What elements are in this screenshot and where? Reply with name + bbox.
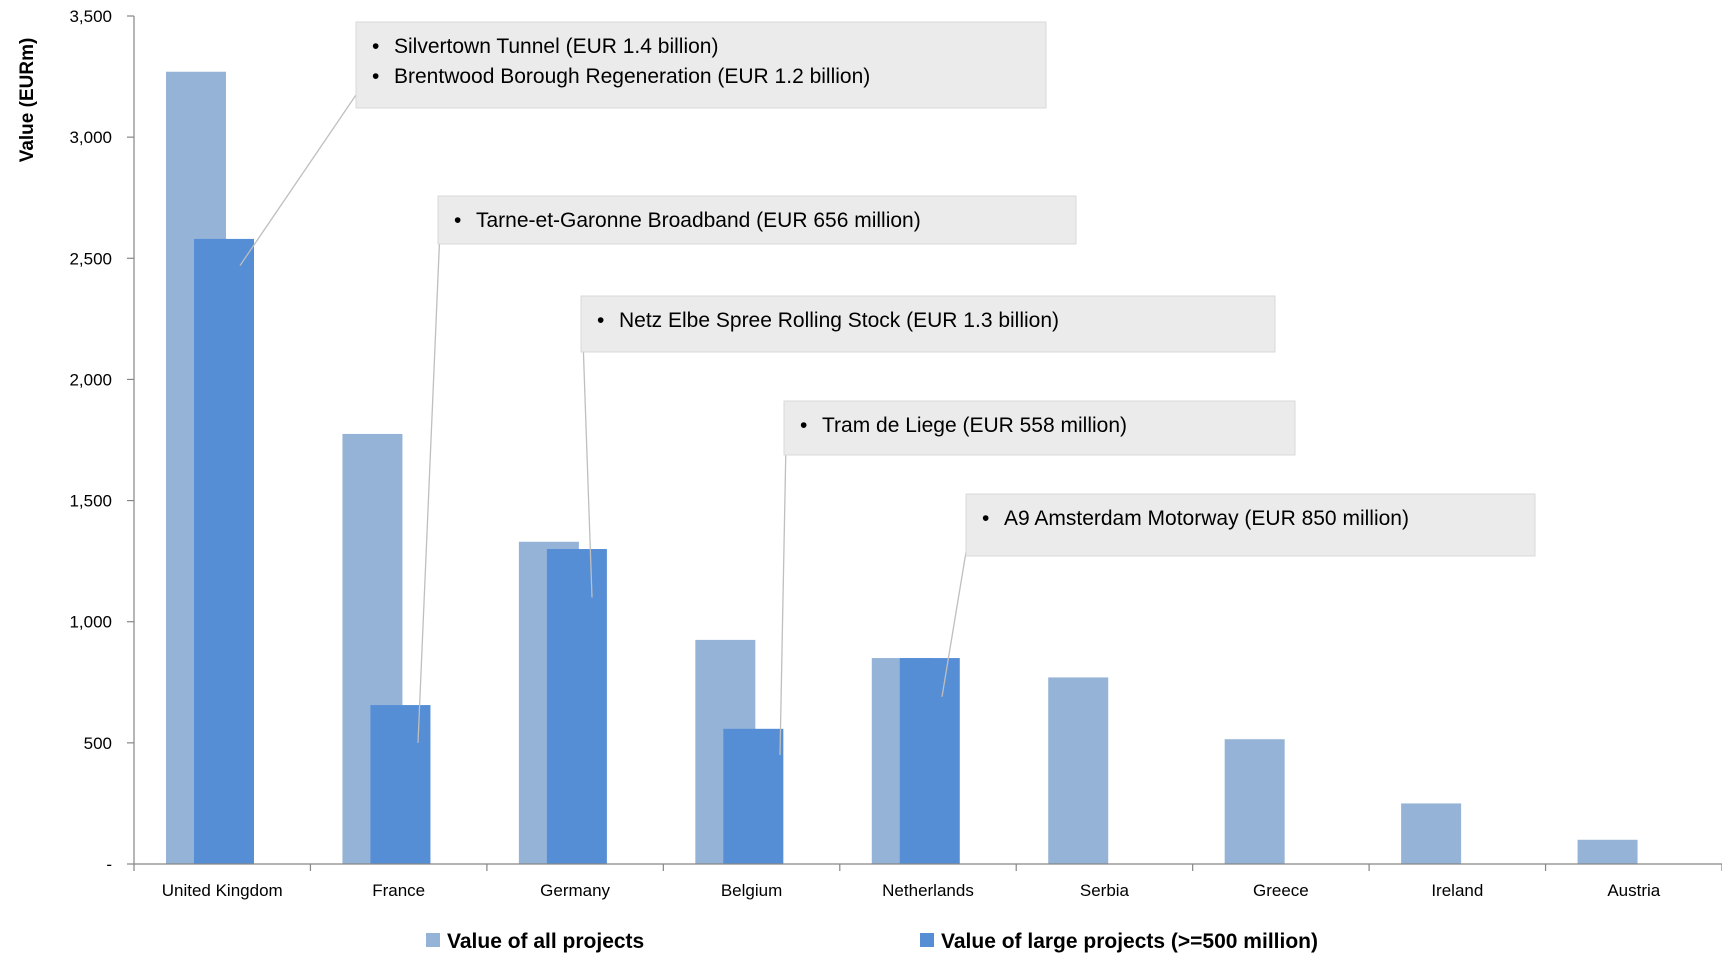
bar-france-large xyxy=(370,705,430,864)
callout-bullet: • xyxy=(800,414,807,437)
y-tick-label-500: 500 xyxy=(84,734,112,753)
callout-text-united-kingdom-1: Brentwood Borough Regeneration (EUR 1.2 … xyxy=(394,65,870,88)
callout-text-netherlands-0: A9 Amsterdam Motorway (EUR 850 million) xyxy=(1004,507,1409,530)
callout-bullet: • xyxy=(982,507,989,530)
callout-leader-united-kingdom xyxy=(240,92,358,266)
bars-layer xyxy=(166,72,1638,864)
callout-text-united-kingdom-0: Silvertown Tunnel (EUR 1.4 billion) xyxy=(394,35,718,58)
callout-leader-belgium xyxy=(780,442,786,755)
y-tick-label-1500: 1,500 xyxy=(69,492,112,511)
legend-swatch-all xyxy=(426,933,440,947)
y-tick-label-2500: 2,500 xyxy=(69,249,112,268)
x-tick-label-france: France xyxy=(372,881,425,900)
callout-bullet: • xyxy=(454,209,461,232)
callouts-layer: • Silvertown Tunnel (EUR 1.4 billion) • Bre… xyxy=(240,22,1535,755)
bar-belgium-large xyxy=(723,729,783,864)
callout-text-germany-0: Netz Elbe Spree Rolling Stock (EUR 1.3 b… xyxy=(619,309,1059,332)
bar-germany-large xyxy=(547,549,607,864)
callout-bullet: • xyxy=(597,309,604,332)
x-tick-label-germany: Germany xyxy=(540,881,610,900)
bar-united-kingdom-large xyxy=(194,239,254,864)
callout-text-belgium-0: Tram de Liege (EUR 558 million) xyxy=(822,414,1127,437)
y-tick-label-0: - xyxy=(106,855,112,874)
y-tick-label-3000: 3,000 xyxy=(69,128,112,147)
y-tick-label-1000: 1,000 xyxy=(69,613,112,632)
legend: Value of all projects Value of large proj… xyxy=(426,930,1318,953)
bar-serbia-all xyxy=(1048,677,1108,864)
bar-greece-all xyxy=(1225,739,1285,864)
y-tick-label-2000: 2,000 xyxy=(69,370,112,389)
legend-swatch-large xyxy=(920,933,934,947)
callout-text-france-0: Tarne-et-Garonne Broadband (EUR 656 mill… xyxy=(476,209,921,232)
x-tick-label-belgium: Belgium xyxy=(721,881,782,900)
y-axis-title: Value (EURm) xyxy=(17,38,38,163)
legend-label-large: Value of large projects (>=500 million) xyxy=(941,930,1318,953)
bar-netherlands-large xyxy=(900,658,960,864)
y-tick-label-3500: 3,500 xyxy=(69,7,112,26)
bar-ireland-all xyxy=(1401,803,1461,864)
callout-leader-france xyxy=(418,230,440,743)
x-tick-label-united-kingdom: United Kingdom xyxy=(162,881,283,900)
bar-austria-all xyxy=(1578,840,1638,864)
x-tick-label-serbia: Serbia xyxy=(1080,881,1130,900)
x-tick-label-greece: Greece xyxy=(1253,881,1309,900)
x-tick-label-ireland: Ireland xyxy=(1431,881,1483,900)
callout-bullet: • xyxy=(372,35,379,58)
legend-label-all: Value of all projects xyxy=(447,930,644,953)
x-tick-label-austria: Austria xyxy=(1607,881,1660,900)
x-tick-label-netherlands: Netherlands xyxy=(882,881,974,900)
callout-bullet: • xyxy=(372,65,379,88)
